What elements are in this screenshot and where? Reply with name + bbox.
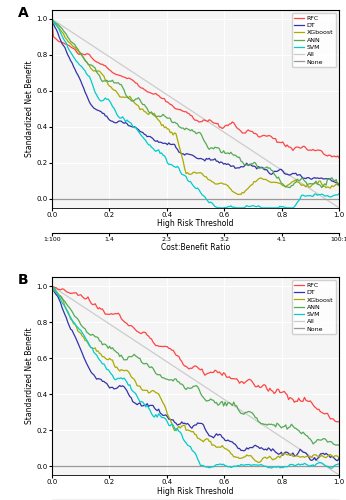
X-axis label: Cost:Benefit Ratio: Cost:Benefit Ratio — [161, 244, 230, 252]
Text: A: A — [17, 6, 28, 20]
Legend: RFC, DT, XGboost, ANN, SVM, All, None: RFC, DT, XGboost, ANN, SVM, All, None — [292, 13, 336, 67]
Text: B: B — [17, 273, 28, 287]
X-axis label: High Risk Threshold: High Risk Threshold — [157, 486, 234, 496]
X-axis label: High Risk Threshold: High Risk Threshold — [157, 220, 234, 228]
Legend: RFC, DT, XGboost, ANN, SVM, All, None: RFC, DT, XGboost, ANN, SVM, All, None — [292, 280, 336, 334]
Y-axis label: Standardized Net Benefit: Standardized Net Benefit — [25, 60, 34, 157]
Y-axis label: Standardized Net Benefit: Standardized Net Benefit — [25, 328, 34, 424]
